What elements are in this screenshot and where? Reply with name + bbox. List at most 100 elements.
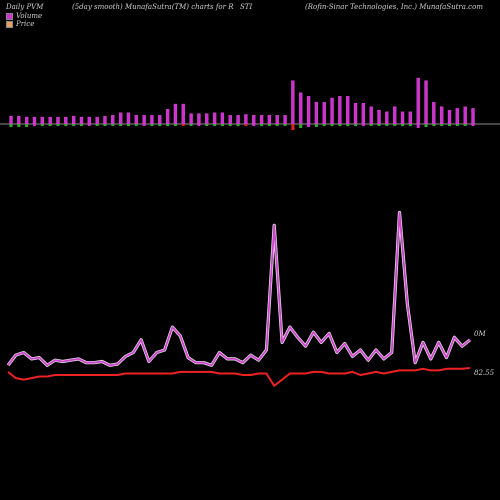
volume-bar (87, 116, 91, 125)
volume-bar-negative (213, 124, 217, 126)
volume-bar-negative (72, 124, 76, 126)
volume-bar-negative (275, 124, 279, 126)
header-subtitle: (5day smooth) MunafaSutra(TM) charts for… (72, 3, 234, 11)
volume-bar (32, 116, 37, 125)
volume-bar (432, 102, 436, 125)
volume-bar-negative (448, 124, 452, 126)
volume-bar-negative (87, 124, 91, 126)
volume-bar (212, 112, 217, 125)
volume-bar (299, 92, 303, 125)
volume-bar-negative (64, 124, 68, 126)
header-company: (Rofin-Sinar Technologies, Inc.) MunafaS… (305, 3, 483, 11)
volume-bar (236, 115, 240, 125)
volume-bar-negative (361, 124, 365, 126)
volume-bar-negative (455, 124, 459, 126)
volume-bar (408, 111, 413, 125)
volume-bar (142, 115, 146, 125)
volume-bar-negative (40, 124, 44, 126)
price-axis-label: 82.55 (474, 369, 495, 377)
volume-bar (220, 112, 225, 125)
volume-bar-negative (142, 124, 146, 126)
volume-bar (353, 103, 358, 125)
volume-bar (25, 116, 29, 125)
volume-bar (283, 115, 287, 125)
volume-bar (463, 106, 467, 125)
volume-bar (228, 115, 232, 125)
volume-bar (361, 103, 366, 125)
volume-bar-negative (307, 124, 311, 127)
volume-bar-negative (314, 124, 318, 127)
legend-volume-label: Volume (16, 12, 43, 20)
volume-bar-negative (330, 124, 334, 126)
volume-bar-negative (181, 124, 185, 126)
volume-bar (9, 116, 13, 125)
volume-bar-negative (291, 124, 295, 130)
volume-bar (306, 96, 311, 125)
volume-bar-negative (166, 124, 170, 126)
volume-bar (126, 112, 131, 125)
volume-bar (455, 108, 459, 125)
volume-bar (275, 115, 279, 125)
volume-bar (181, 103, 185, 125)
legend-price-swatch (6, 20, 13, 28)
volume-bar (111, 115, 115, 125)
volume-bar (134, 115, 138, 125)
volume-bar (173, 103, 178, 125)
volume-bar (322, 102, 326, 125)
legend-price-label: Price (16, 20, 35, 28)
volume-bar-negative (134, 124, 138, 126)
pvm-line (7, 211, 471, 367)
volume-bar (56, 116, 60, 125)
volume-bar-negative (299, 124, 303, 128)
volume-bar (165, 109, 170, 125)
volume-bar-negative (283, 124, 287, 126)
price-line (7, 367, 471, 387)
volume-bar (346, 96, 350, 125)
volume-bar (48, 116, 52, 125)
legend-price: Price (6, 20, 34, 28)
volume-bar-negative (205, 124, 209, 126)
legend-volume-swatch (6, 12, 13, 20)
volume-bar (393, 106, 397, 125)
volume-bar (71, 116, 76, 125)
volume-bar (118, 112, 123, 125)
volume-bar-negative (471, 124, 475, 126)
volume-bar-negative (377, 124, 381, 126)
volume-bar (369, 106, 373, 125)
volume-bar (64, 116, 68, 125)
legend-volume: Volume (6, 12, 42, 20)
volume-bar (424, 80, 428, 125)
volume-bar (17, 116, 21, 125)
volume-bar (440, 106, 444, 125)
volume-bar (252, 115, 256, 125)
volume-bar (400, 111, 405, 125)
volume-bar (197, 113, 201, 125)
volume-bar-negative (236, 124, 240, 126)
volume-bar-negative (369, 124, 373, 126)
volume-bar-negative (267, 124, 271, 126)
volume-bar-negative (48, 124, 52, 126)
volume-bar-negative (401, 124, 405, 126)
volume-bar-negative (189, 124, 193, 126)
volume-bar (244, 114, 248, 125)
volume-bar-negative (346, 124, 350, 126)
volume-bar-negative (424, 124, 428, 127)
volume-bar (377, 109, 381, 125)
volume-bar (79, 116, 84, 125)
volume-bar (314, 102, 319, 125)
volume-bar (103, 116, 107, 125)
volume-bar-negative (408, 124, 412, 126)
volume-bar-negative (95, 124, 99, 126)
volume-bar (259, 115, 264, 125)
volume-bar-negative (354, 124, 358, 126)
volume-bar (189, 113, 193, 125)
volume-bar-negative (432, 124, 436, 126)
volume-bar-negative (56, 124, 60, 126)
volume-bar-negative (126, 124, 130, 126)
volume-bar-negative (32, 124, 36, 126)
header-ticker: STI (240, 3, 253, 11)
volume-bar (158, 115, 162, 125)
volume-bar-negative (416, 124, 420, 128)
volume-bar-negative (338, 124, 342, 126)
volume-bar-negative (25, 124, 29, 127)
